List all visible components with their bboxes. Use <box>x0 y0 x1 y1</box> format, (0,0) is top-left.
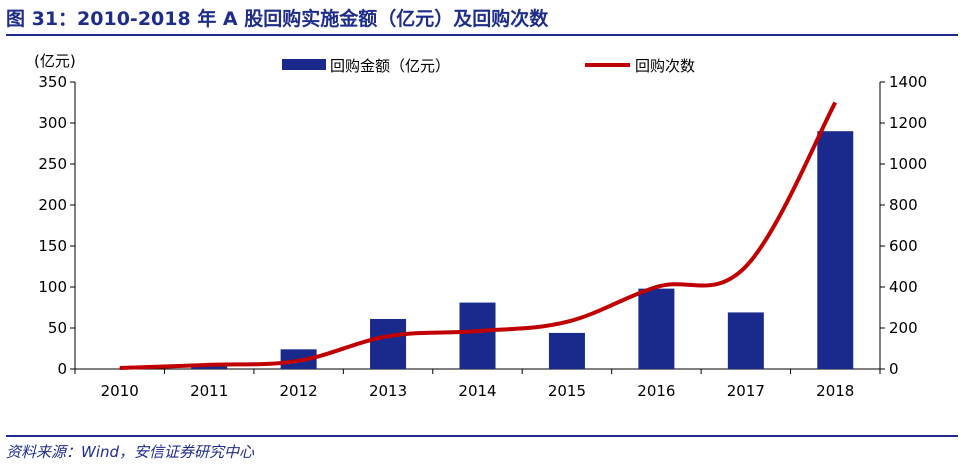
source-rule <box>6 435 958 437</box>
x-tick-label: 2011 <box>190 382 228 400</box>
left-tick-label: 250 <box>38 155 67 173</box>
right-tick-label: 1400 <box>889 73 927 91</box>
left-tick-label: 0 <box>57 360 67 378</box>
left-tick-label: 300 <box>38 114 67 132</box>
legend-line-label: 回购次数 <box>635 57 695 75</box>
right-tick-label: 200 <box>889 319 918 337</box>
bar-series <box>191 131 854 369</box>
right-tick-label: 1000 <box>889 155 927 173</box>
bar-2013 <box>370 318 407 369</box>
left-tick-label: 200 <box>38 196 67 214</box>
right-tick-label: 0 <box>889 360 899 378</box>
count-line <box>119 101 838 370</box>
x-tick-label: 2017 <box>727 382 765 400</box>
line-series <box>119 101 838 370</box>
right-tick-label: 600 <box>889 237 918 255</box>
bar-2017 <box>727 312 764 369</box>
title-rule <box>6 34 958 36</box>
bar-2014 <box>459 302 496 369</box>
legend-bar-label: 回购金额（亿元） <box>330 57 450 75</box>
left-tick-label: 350 <box>38 73 67 91</box>
right-tick-label: 400 <box>889 278 918 296</box>
bar-2015 <box>548 332 585 369</box>
chart-legend: 回购金额（亿元） 回购次数 <box>282 57 695 75</box>
x-tick-label: 2012 <box>280 382 318 400</box>
bar-2018 <box>817 131 854 369</box>
left-tick-label: 100 <box>38 278 67 296</box>
x-tick-label: 2018 <box>816 382 854 400</box>
left-axis-unit: (亿元) <box>34 52 76 70</box>
bar-2011 <box>191 365 228 369</box>
x-tick-label: 2014 <box>458 382 496 400</box>
left-tick-label: 50 <box>48 319 67 337</box>
x-tick-label: 2016 <box>637 382 675 400</box>
x-tick-label: 2010 <box>101 382 139 400</box>
bar-2016 <box>638 288 675 369</box>
right-tick-label: 1200 <box>889 114 927 132</box>
figure-title: 图 31：2010-2018 年 A 股回购实施金额（亿元）及回购次数 <box>6 8 549 30</box>
legend-bar-swatch <box>282 59 326 70</box>
left-tick-label: 150 <box>38 237 67 255</box>
right-tick-label: 800 <box>889 196 918 214</box>
x-tick-label: 2013 <box>369 382 407 400</box>
chart-axes: 0 50 100 150 200 250 300 350 (亿元) 0 200 400 600 800 10… <box>34 52 927 400</box>
source-note: 资料来源：Wind，安信证券研究中心 <box>6 443 255 461</box>
x-tick-label: 2015 <box>548 382 586 400</box>
